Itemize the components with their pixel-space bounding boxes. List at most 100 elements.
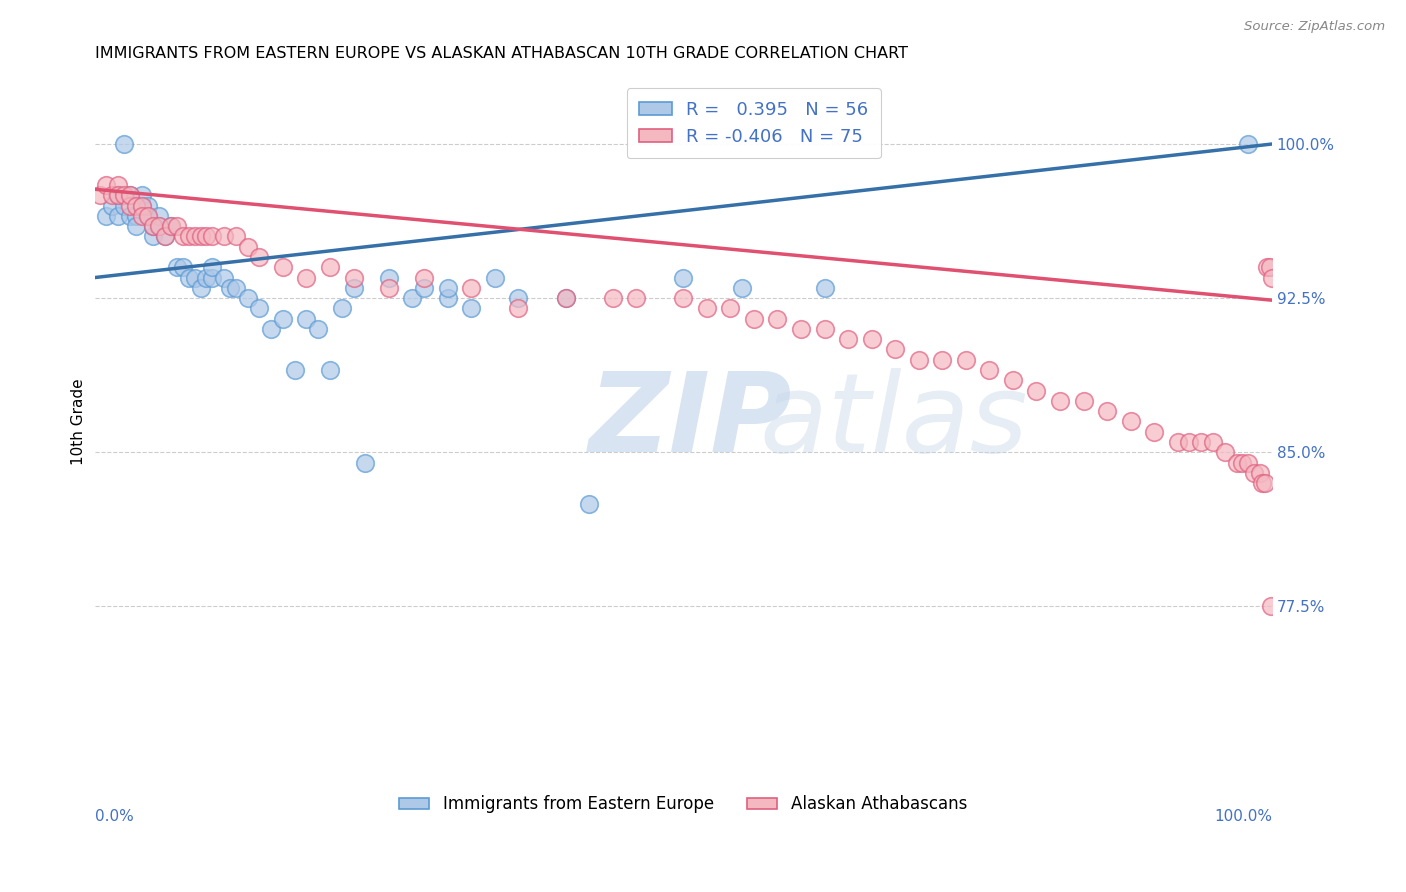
Point [183, 270, 205, 285]
Point [731, 281, 754, 295]
Point [131, 209, 153, 223]
Point [172, 229, 194, 244]
Point [136, 209, 159, 223]
Point [225, 229, 247, 244]
Point [354, 455, 377, 469]
Point [201, 229, 224, 244]
Point [183, 229, 205, 244]
Point [508, 291, 530, 305]
Text: ZIP: ZIP [589, 368, 793, 475]
Point [1178, 434, 1201, 449]
Point [295, 311, 318, 326]
Point [136, 209, 159, 223]
Point [155, 229, 177, 244]
Point [177, 229, 200, 244]
Point [1254, 476, 1277, 491]
Point [307, 322, 329, 336]
Point [578, 497, 600, 511]
Point [436, 281, 458, 295]
Point [284, 363, 307, 377]
Point [672, 291, 695, 305]
Point [195, 270, 218, 285]
Point [112, 188, 135, 202]
Point [160, 219, 183, 234]
Point [554, 291, 576, 305]
Point [1213, 445, 1236, 459]
Point [136, 199, 159, 213]
Point [413, 270, 436, 285]
Point [1232, 455, 1254, 469]
Point [1260, 599, 1282, 614]
Legend: Immigrants from Eastern Europe, Alaskan Athabascans: Immigrants from Eastern Europe, Alaskan … [391, 787, 976, 822]
Point [1001, 373, 1024, 387]
Point [118, 199, 141, 213]
Point [672, 270, 695, 285]
Point [813, 281, 835, 295]
Point [554, 291, 576, 305]
Text: IMMIGRANTS FROM EASTERN EUROPE VS ALASKAN ATHABASCAN 10TH GRADE CORRELATION CHAR: IMMIGRANTS FROM EASTERN EUROPE VS ALASKA… [94, 46, 908, 62]
Point [112, 199, 135, 213]
Point [718, 301, 741, 316]
Point [1258, 260, 1281, 275]
Point [107, 188, 129, 202]
Point [342, 270, 364, 285]
Point [142, 219, 165, 234]
Point [790, 322, 813, 336]
Point [813, 322, 835, 336]
Point [884, 343, 907, 357]
Point [1167, 434, 1189, 449]
Point [125, 219, 148, 234]
Point [1251, 476, 1274, 491]
Point [212, 270, 235, 285]
Point [602, 291, 624, 305]
Point [1256, 260, 1278, 275]
Point [96, 209, 118, 223]
Point [131, 199, 153, 213]
Point [142, 219, 165, 234]
Point [118, 209, 141, 223]
Point [1143, 425, 1166, 439]
Point [378, 270, 401, 285]
Point [436, 291, 458, 305]
Point [101, 188, 124, 202]
Point [219, 281, 242, 295]
Point [1237, 455, 1260, 469]
Point [201, 260, 224, 275]
Point [766, 311, 789, 326]
Point [247, 250, 270, 264]
Point [837, 332, 859, 346]
Point [1073, 393, 1095, 408]
Point [212, 229, 235, 244]
Point [1237, 136, 1260, 151]
Y-axis label: 10th Grade: 10th Grade [72, 378, 86, 465]
Point [1049, 393, 1071, 408]
Point [166, 219, 188, 234]
Point [148, 219, 170, 234]
Point [260, 322, 283, 336]
Point [979, 363, 1001, 377]
Point [101, 199, 124, 213]
Point [148, 209, 170, 223]
Point [295, 270, 318, 285]
Point [931, 352, 953, 367]
Point [172, 260, 194, 275]
Point [1261, 270, 1284, 285]
Point [460, 301, 482, 316]
Text: 100.0%: 100.0% [1213, 809, 1272, 824]
Point [107, 209, 129, 223]
Point [508, 301, 530, 316]
Point [1249, 466, 1271, 480]
Point [131, 188, 153, 202]
Point [1189, 434, 1212, 449]
Text: atlas: atlas [759, 368, 1028, 475]
Point [271, 311, 294, 326]
Point [330, 301, 353, 316]
Point [1025, 384, 1047, 398]
Text: Source: ZipAtlas.com: Source: ZipAtlas.com [1244, 20, 1385, 33]
Point [118, 188, 141, 202]
Point [236, 291, 259, 305]
Point [107, 188, 129, 202]
Point [160, 219, 183, 234]
Point [112, 136, 135, 151]
Text: 0.0%: 0.0% [94, 809, 134, 824]
